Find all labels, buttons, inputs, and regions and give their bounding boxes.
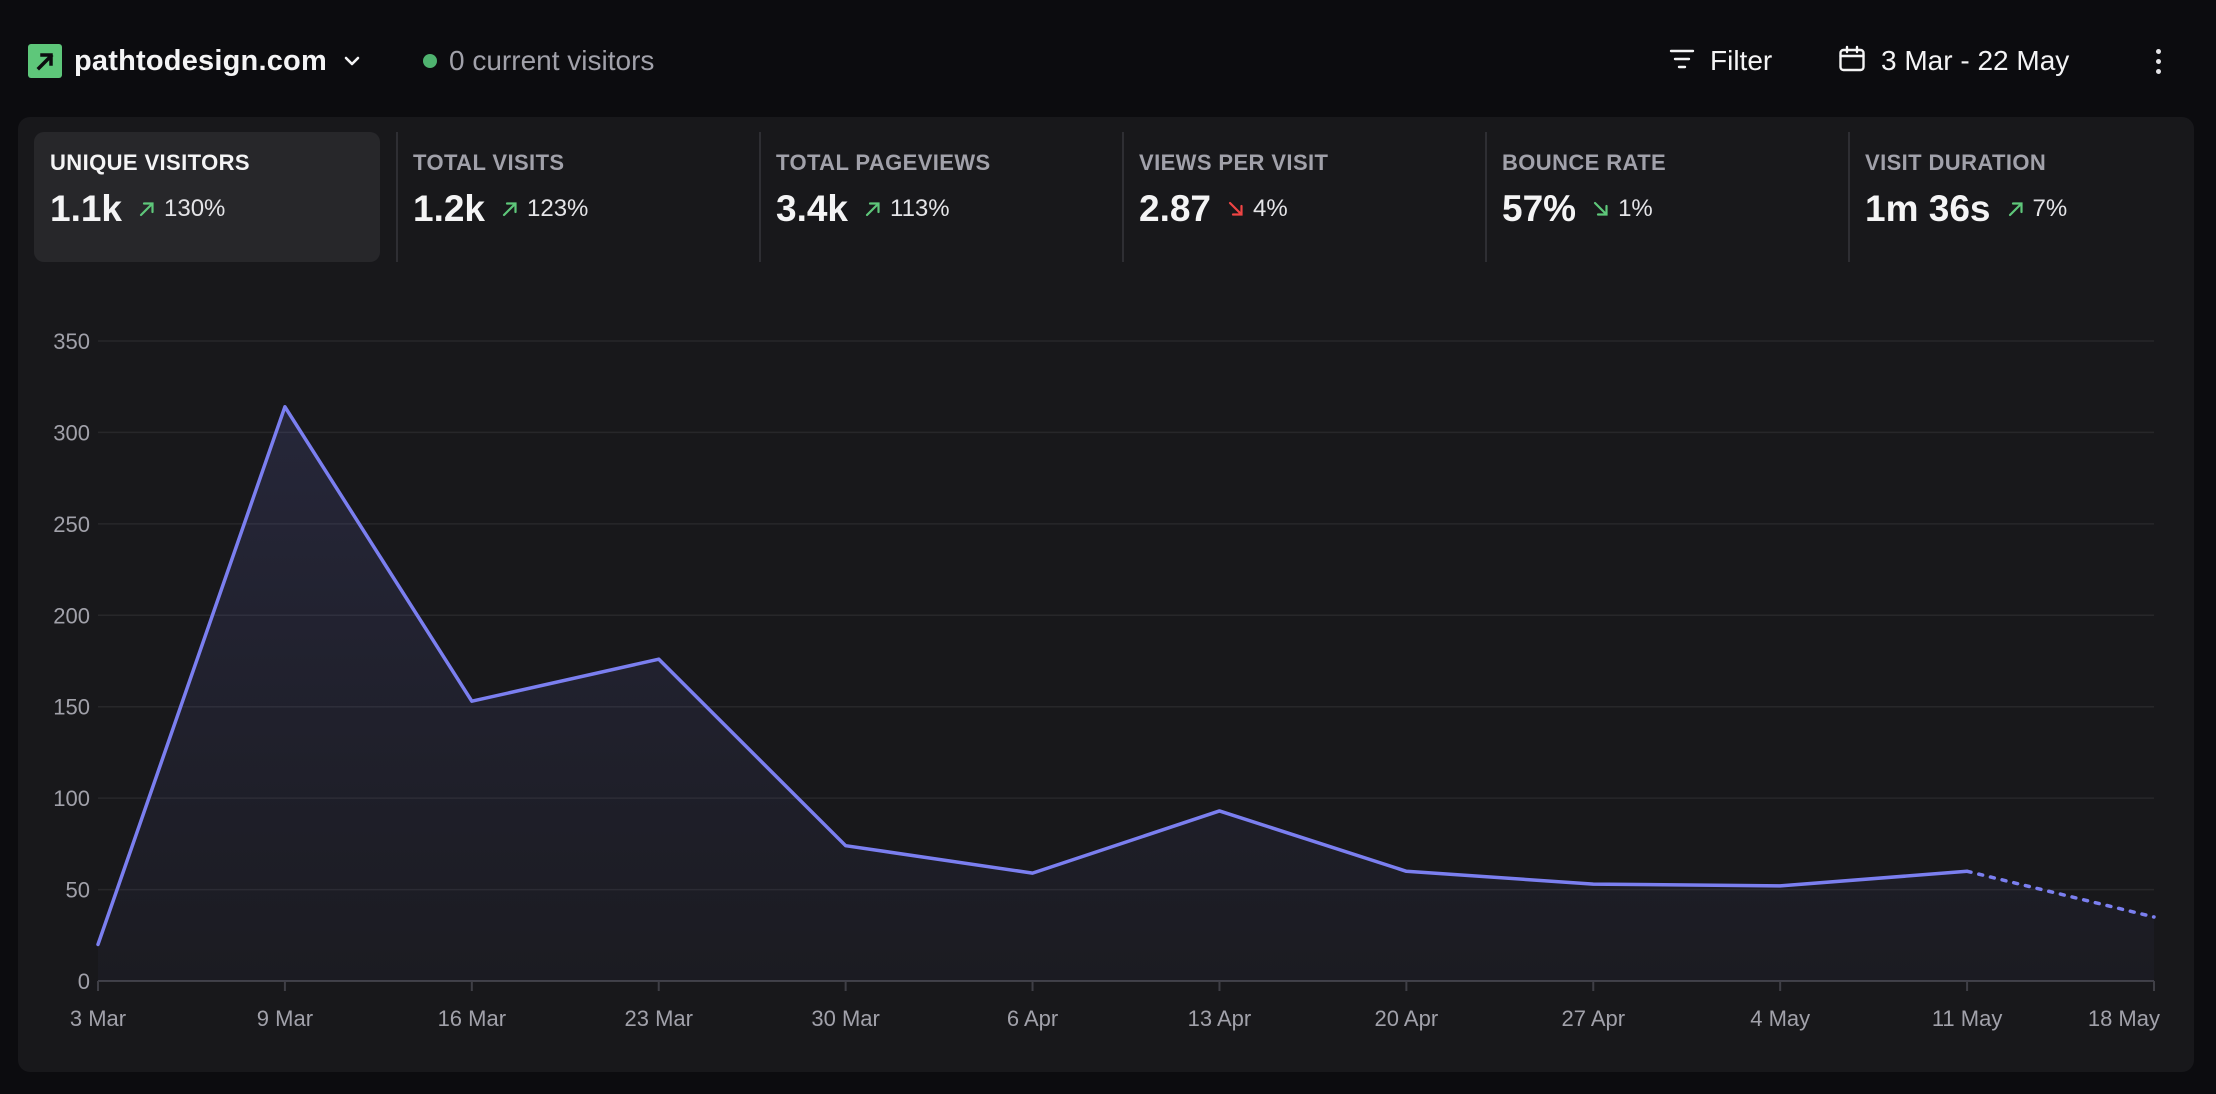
stats-row: UNIQUE VISITORS 1.1k 130% TOTAL VISITS 1… [34,132,2194,262]
top-bar: pathtodesign.com 0 current visitors Filt… [0,0,2216,118]
dashboard-card: 3 Mar 9 Mar 16 Mar 23 Mar 30 Mar 6 Apr 13 Apr 2… [18,117,2194,1072]
x-tick-label: 4 May [1750,1006,1810,1031]
stat-divider [759,132,761,262]
y-tick-label: 300 [53,420,90,445]
filter-button[interactable]: Filter [1668,42,1772,80]
stat-value: 57% [1502,188,1577,229]
x-tick-label: 23 Mar [624,1006,692,1031]
stat-change: 4% [1227,195,1288,223]
live-status-dot-icon [423,54,437,68]
data-point[interactable] [88,934,108,954]
stat-change-value: 4% [1253,195,1288,222]
stat-value: 2.87 [1139,188,1212,229]
y-tick-label: 0 [78,969,90,994]
chevron-down-icon [343,55,361,67]
y-tick-label: 250 [53,512,90,537]
stat-change: 113% [864,195,950,223]
data-point[interactable] [1770,876,1790,896]
data-point[interactable] [1209,801,1229,821]
visitors-chart[interactable]: 3 Mar 9 Mar 16 Mar 23 Mar 30 Mar 6 Apr 13 Apr 2… [18,117,2194,1072]
data-point[interactable] [462,691,482,711]
stat-unique-visitors[interactable]: UNIQUE VISITORS 1.1k 130% [34,132,380,262]
y-tick-label: 200 [53,603,90,628]
y-tick-label: 150 [53,695,90,720]
data-point[interactable] [836,836,856,856]
x-tick-label: 13 Apr [1188,1006,1252,1031]
filter-icon [1668,46,1696,77]
stat-total-visits[interactable]: TOTAL VISITS 1.2k 123% [397,132,743,262]
site-switcher[interactable]: pathtodesign.com [28,43,361,79]
stat-label: TOTAL VISITS [413,150,565,175]
stat-change-value: 7% [2032,195,2068,222]
y-tick-label: 350 [53,329,90,354]
stat-change-value: 123% [527,195,589,222]
x-tick-label: 6 Apr [1007,1006,1058,1031]
data-point[interactable] [1396,861,1416,881]
x-tick-label: 27 Apr [1561,1006,1625,1031]
stat-value: 1.1k [50,188,123,229]
series-area [98,406,2154,981]
more-options-icon[interactable] [2146,42,2170,80]
stat-label: TOTAL PAGEVIEWS [776,150,991,175]
stat-change-value: 1% [1618,195,1653,222]
filter-label: Filter [1710,45,1773,76]
x-tick-label: 20 Apr [1375,1006,1439,1031]
stat-change-value: 130% [164,195,226,222]
stat-label: BOUNCE RATE [1502,150,1667,175]
stat-value: 1.2k [413,188,486,229]
data-point[interactable] [1957,861,1977,881]
x-tick-label: 9 Mar [257,1006,313,1031]
stat-change: 7% [2007,195,2068,223]
stat-label: VISIT DURATION [1865,150,2047,175]
series-line-incomplete [1965,869,2156,919]
x-tick-label: 3 Mar [70,1006,126,1031]
stat-divider [1122,132,1124,262]
current-visitors[interactable]: 0 current visitors [423,43,654,79]
arrow-up-right-icon [2008,202,2023,217]
arrow-down-right-icon [1593,201,1608,216]
y-tick-label: 50 [66,878,90,903]
current-visitors-text: 0 current visitors [449,45,655,76]
stat-divider [1485,132,1487,262]
data-point[interactable] [649,649,669,669]
arrow-down-right-icon [1228,201,1243,216]
stat-views-per-visit[interactable]: VIEWS PER VISIT 2.87 4% [1123,132,1469,262]
stat-change: 123% [501,195,588,223]
stat-label: VIEWS PER VISIT [1139,150,1329,175]
x-tick-label: 18 May [2088,1006,2160,1031]
stat-value: 3.4k [776,188,849,229]
stat-change-value: 113% [890,195,950,222]
arrow-up-right-icon [502,202,517,217]
stat-label: UNIQUE VISITORS [50,150,250,175]
stat-bounce-rate[interactable]: BOUNCE RATE 57% 1% [1486,132,1832,262]
stat-change: 1% [1592,195,1653,223]
chart-svg: 3 Mar 9 Mar 16 Mar 23 Mar 30 Mar 6 Apr 13 Apr 2… [53,329,2164,1031]
stat-change: 130% [138,195,225,223]
stat-divider [396,132,398,262]
date-range-label: 3 Mar - 22 May [1881,45,2070,76]
stat-total-pageviews[interactable]: TOTAL PAGEVIEWS 3.4k 113% [760,132,1106,262]
series-line [96,405,1969,947]
data-point[interactable] [275,397,295,417]
x-tick-label: 11 May [1932,1006,2003,1031]
x-tick-label: 16 Mar [438,1006,506,1031]
data-point[interactable] [1023,863,1043,883]
data-point[interactable] [1583,874,1603,894]
y-tick-label: 100 [53,786,90,811]
stat-visit-duration[interactable]: VISIT DURATION 1m 36s 7% [1849,132,2195,262]
x-tick-label: 30 Mar [811,1006,879,1031]
data-point[interactable] [2144,907,2164,927]
arrow-up-right-icon [139,202,154,217]
arrow-up-right-icon [865,202,880,217]
date-range-picker[interactable]: 3 Mar - 22 May [1837,42,2069,80]
stat-value: 1m 36s [1865,188,1991,229]
site-name: pathtodesign.com [74,44,327,77]
calendar-icon [1837,44,1867,79]
arrow-up-right-logo-icon [28,44,62,78]
stat-divider [1848,132,1850,262]
